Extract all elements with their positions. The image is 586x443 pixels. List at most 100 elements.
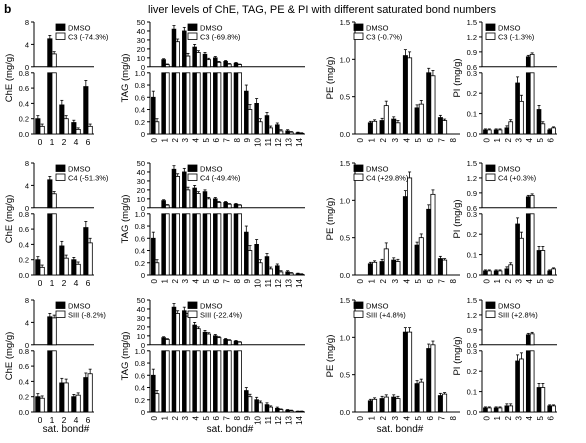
y-axis-label: PE (mg/g) bbox=[325, 335, 336, 378]
x-tick-label: 0 bbox=[38, 278, 43, 288]
bar-treatment bbox=[289, 131, 294, 135]
bar-treatment-upper bbox=[165, 64, 170, 68]
lower-y-tick-label: 0.6 bbox=[19, 362, 29, 371]
upper-y-tick-label: 10 bbox=[137, 195, 145, 204]
bar-dmso bbox=[367, 400, 373, 413]
upper-y-tick-label: 4 bbox=[25, 181, 29, 190]
x-tick-label: 12 bbox=[274, 278, 283, 287]
lower-y-tick-label: 0.2 bbox=[467, 367, 477, 376]
bar-treatment-upper bbox=[237, 341, 242, 346]
lower-y-tick-label: 0.3 bbox=[467, 210, 477, 219]
bar-treatment bbox=[486, 407, 492, 413]
upper-y-tick-label: 40 bbox=[137, 168, 145, 177]
bar-dmso bbox=[244, 231, 249, 276]
bar-treatment-upper bbox=[206, 59, 211, 68]
legend-label: DMSO bbox=[366, 302, 389, 311]
legend-label: DMSO bbox=[200, 165, 223, 174]
x-tick-label: 0 bbox=[356, 278, 365, 283]
bar-dmso bbox=[275, 407, 280, 413]
bar-dmso bbox=[285, 271, 290, 276]
bar-dmso-upper bbox=[161, 200, 166, 209]
bar-treatment-upper bbox=[529, 333, 535, 346]
x-tick-label: 8 bbox=[233, 278, 242, 283]
upper-y-tick-label: 1.2 bbox=[467, 174, 477, 183]
bar-dmso-lower bbox=[171, 350, 177, 413]
bar-dmso-upper bbox=[47, 38, 53, 68]
bar-treatment bbox=[39, 125, 45, 135]
x-tick-label: 0 bbox=[482, 137, 491, 142]
y-axis-label: PI (mg/g) bbox=[452, 336, 463, 375]
bar-dmso bbox=[536, 250, 542, 276]
bar-dmso bbox=[493, 129, 499, 135]
upper-y-tick-label: 1.2 bbox=[467, 311, 477, 320]
bar-dmso-upper bbox=[182, 310, 187, 346]
x-tick-label: 6 bbox=[426, 415, 435, 420]
bar-treatment bbox=[508, 121, 514, 135]
x-tick-label: 12 bbox=[274, 137, 283, 146]
x-tick-label: 2 bbox=[171, 415, 180, 420]
lower-y-tick-label: 1.5 bbox=[340, 18, 350, 27]
bar-dmso bbox=[254, 243, 259, 276]
lower-y-tick-label: 0.0 bbox=[340, 271, 350, 280]
bar-dmso bbox=[426, 208, 432, 276]
legend-label: DMSO bbox=[68, 165, 91, 174]
bar-dmso-upper bbox=[525, 334, 531, 346]
bar-treatment-lower bbox=[175, 213, 180, 276]
bar-treatment-lower bbox=[165, 350, 170, 413]
x-tick-label: 2 bbox=[504, 278, 513, 283]
upper-y-tick-label: 10 bbox=[137, 332, 145, 341]
y-axis-label: PI (mg/g) bbox=[452, 199, 463, 238]
legend-label: DMSO bbox=[498, 165, 521, 174]
bar-treatment-lower bbox=[51, 72, 57, 135]
bar-dmso-lower bbox=[192, 350, 197, 413]
x-tick-label: 2 bbox=[62, 278, 67, 288]
legend-swatch bbox=[187, 310, 198, 318]
x-tick-label: 1 bbox=[50, 137, 55, 147]
x-tick-label: 4 bbox=[192, 278, 201, 283]
lower-y-tick-label: 0.0 bbox=[19, 130, 29, 139]
x-tick-label: 4 bbox=[74, 415, 79, 425]
bar-treatment bbox=[299, 273, 304, 276]
x-tick-label: 2 bbox=[379, 137, 388, 142]
bar-treatment-upper bbox=[175, 313, 180, 346]
bar-dmso bbox=[402, 196, 408, 276]
bar-dmso bbox=[483, 270, 488, 276]
lower-y-tick-label: 0.3 bbox=[467, 347, 477, 356]
bar-treatment bbox=[486, 129, 492, 135]
bar-dmso-upper bbox=[171, 306, 177, 346]
legend-swatch bbox=[485, 32, 496, 40]
bar-treatment-upper bbox=[51, 53, 57, 68]
bar-dmso bbox=[547, 270, 553, 276]
x-tick-label: 13 bbox=[285, 415, 294, 424]
x-tick-label: 2 bbox=[62, 415, 67, 425]
bar-dmso-lower bbox=[47, 213, 53, 276]
legend-swatch bbox=[485, 310, 496, 318]
lower-y-tick-label: 0 bbox=[141, 271, 145, 280]
bar-treatment bbox=[154, 393, 160, 413]
bar-treatment-lower bbox=[216, 213, 222, 276]
bar-treatment bbox=[508, 264, 514, 276]
bar-treatment-lower bbox=[175, 72, 180, 135]
y-axis-label: TAG (mg/g) bbox=[120, 195, 131, 244]
legend-swatch bbox=[353, 310, 364, 318]
bar-treatment-lower bbox=[196, 350, 201, 413]
bar-treatment bbox=[75, 263, 81, 276]
x-tick-label: 3 bbox=[391, 415, 400, 420]
bar-dmso bbox=[391, 396, 397, 413]
bar-dmso bbox=[493, 407, 499, 413]
upper-y-tick-label: 50 bbox=[137, 18, 145, 27]
x-tick-label: 0 bbox=[356, 415, 365, 420]
lower-y-tick-label: 0.8 bbox=[19, 210, 29, 219]
bar-treatment bbox=[75, 129, 81, 135]
legend-swatch bbox=[55, 173, 66, 181]
bar-treatment bbox=[278, 130, 284, 135]
bar-treatment bbox=[551, 268, 556, 276]
legend-swatch bbox=[485, 164, 496, 172]
x-axis-label-col2: sat. bond# bbox=[377, 424, 424, 435]
bar-dmso bbox=[437, 117, 443, 135]
x-tick-label: 8 bbox=[449, 137, 458, 142]
bar-treatment bbox=[407, 331, 413, 413]
